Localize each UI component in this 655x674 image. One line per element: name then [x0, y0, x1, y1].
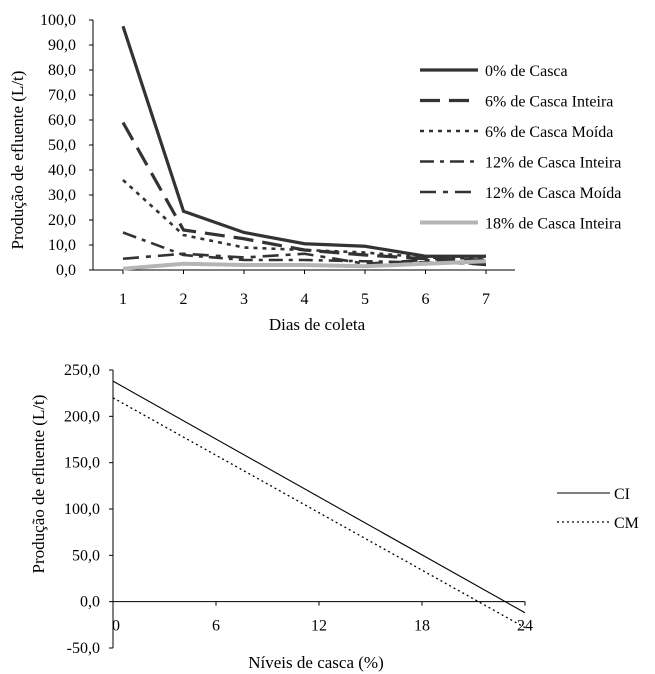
chart1-x-tick-label: 5	[361, 291, 369, 308]
chart2-y-tick-label: 250,0	[64, 362, 100, 379]
chart2-y-ticks: -50,0 0,0 50,0 100,0 150,0 200,0 250,0	[64, 362, 113, 657]
chart2-legend-label-cm: CM	[614, 515, 639, 532]
chart1-y-tick-label: 0,0	[56, 262, 76, 279]
chart1-legend-label-18-de-casca-inteira: 18% de Casca Inteira	[485, 216, 621, 233]
chart2-x-tick-label: 0	[112, 618, 120, 635]
chart1-y-tick-label: 40,0	[48, 162, 76, 179]
chart1-legend-label-6-de-casca-mo-da: 6% de Casca Moída	[485, 124, 613, 141]
chart1-axes	[92, 20, 515, 271]
chart2-axes	[112, 370, 525, 648]
chart2-legend: CI CM	[557, 486, 639, 532]
chart-shell-level-effluent: -50,0 0,0 50,0 100,0 150,0 200,0 250,0 0 6 12 18 2…	[29, 362, 639, 672]
chart2-x-ticks: 0 6 12 18 24	[112, 601, 533, 635]
chart2-series-line-cm	[112, 397, 526, 629]
chart1-series-line-12-de-casca-mo-da	[122, 252, 487, 267]
chart1-legend-label-12-de-casca-mo-da: 12% de Casca Moída	[485, 185, 621, 202]
chart2-y-tick-label: 0,0	[80, 594, 100, 611]
chart1-x-tick-label: 3	[240, 291, 248, 308]
chart2-series-line-ci	[112, 380, 526, 614]
chart1-y-tick-label: 80,0	[48, 62, 76, 79]
chart2-y-tick-label: 50,0	[72, 547, 100, 564]
chart-daily-effluent: 0,0 10,0 20,0 30,0 40,0 50,0 60,0 70,0 80,0 90,0 1…	[8, 12, 621, 334]
chart1-y-ticks: 0,0 10,0 20,0 30,0 40,0 50,0 60,0 70,0 80,0 90,0 1…	[40, 12, 93, 279]
chart1-y-tick-label: 30,0	[48, 187, 76, 204]
chart2-x-tick-label: 24	[517, 618, 533, 635]
chart2-y-tick-label: -50,0	[67, 640, 100, 657]
chart1-series-line-6-de-casca-mo-da	[122, 179, 487, 261]
chart1-y-tick-label: 90,0	[48, 37, 76, 54]
chart1-x-tick-label: 2	[180, 291, 188, 308]
chart1-y-tick-label: 50,0	[48, 137, 76, 154]
chart1-series-line-12-de-casca-inteira	[122, 231, 487, 266]
chart2-x-axis-label: Níveis de casca (%)	[248, 653, 383, 672]
chart1-y-tick-label: 100,0	[40, 12, 76, 29]
chart1-legend-label-6-de-casca-inteira: 6% de Casca Inteira	[485, 94, 613, 111]
chart1-legend-label-0-de-casca: 0% de Casca	[485, 63, 568, 80]
chart1-y-tick-label: 20,0	[48, 212, 76, 229]
chart1-y-axis-label: Produção de efluente (L/t)	[8, 71, 27, 250]
chart1-x-tick-label: 4	[301, 291, 309, 308]
chart1-x-ticks: 1 2 3 4 5 6 7	[119, 270, 490, 308]
chart1-y-tick-label: 60,0	[48, 112, 76, 129]
chart1-series	[121, 25, 487, 271]
chart1-y-tick-label: 70,0	[48, 87, 76, 104]
chart1-x-tick-label: 6	[422, 291, 430, 308]
chart1-series-line-18-de-casca-inteira	[122, 259, 487, 271]
chart2-x-tick-label: 6	[212, 618, 220, 635]
chart1-y-tick-label: 10,0	[48, 237, 76, 254]
chart1-legend: 0% de Casca 6% de Casca Inteira 6% de Casc…	[420, 63, 621, 233]
chart1-x-tick-label: 7	[482, 291, 490, 308]
chart2-legend-label-ci: CI	[614, 486, 630, 503]
chart2-y-tick-label: 200,0	[64, 408, 100, 425]
chart1-x-tick-label: 1	[119, 291, 127, 308]
chart2-x-tick-label: 18	[414, 618, 430, 635]
chart2-x-tick-label: 12	[311, 618, 327, 635]
chart2-y-axis-label: Produção de efluente (L/t)	[29, 395, 48, 574]
chart2-series	[112, 380, 526, 629]
chart2-y-tick-label: 100,0	[64, 501, 100, 518]
chart2-y-tick-label: 150,0	[64, 455, 100, 472]
chart1-legend-label-12-de-casca-inteira: 12% de Casca Inteira	[485, 155, 621, 172]
chart1-x-axis-label: Dias de coleta	[269, 315, 366, 334]
